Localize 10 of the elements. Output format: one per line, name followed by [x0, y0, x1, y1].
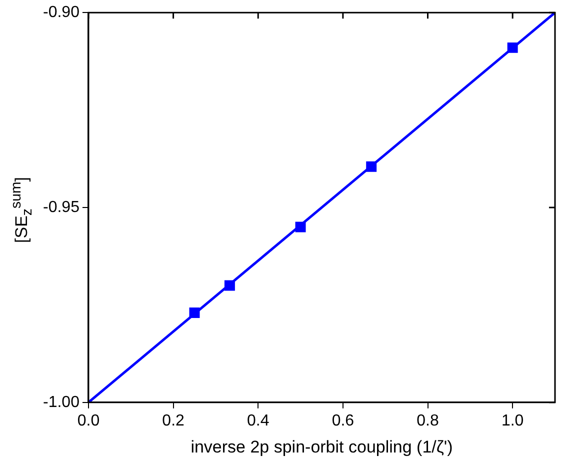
y-tick-label: -1.00	[43, 394, 80, 411]
x-tick-label: 1.0	[501, 412, 524, 430]
x-tick-label: 0.4	[246, 412, 270, 430]
y-tick-label: -0.90	[43, 4, 80, 22]
x-axis-title: inverse 2p spin-orbit coupling (1/ζ')	[190, 437, 453, 456]
y-tick-label: -0.95	[43, 198, 80, 216]
x-tick-label: 0.2	[162, 412, 185, 430]
x-tick-label: 0.8	[416, 412, 439, 430]
x-tick-label: 0.6	[332, 412, 354, 430]
x-tick-label: 0.0	[77, 412, 100, 430]
